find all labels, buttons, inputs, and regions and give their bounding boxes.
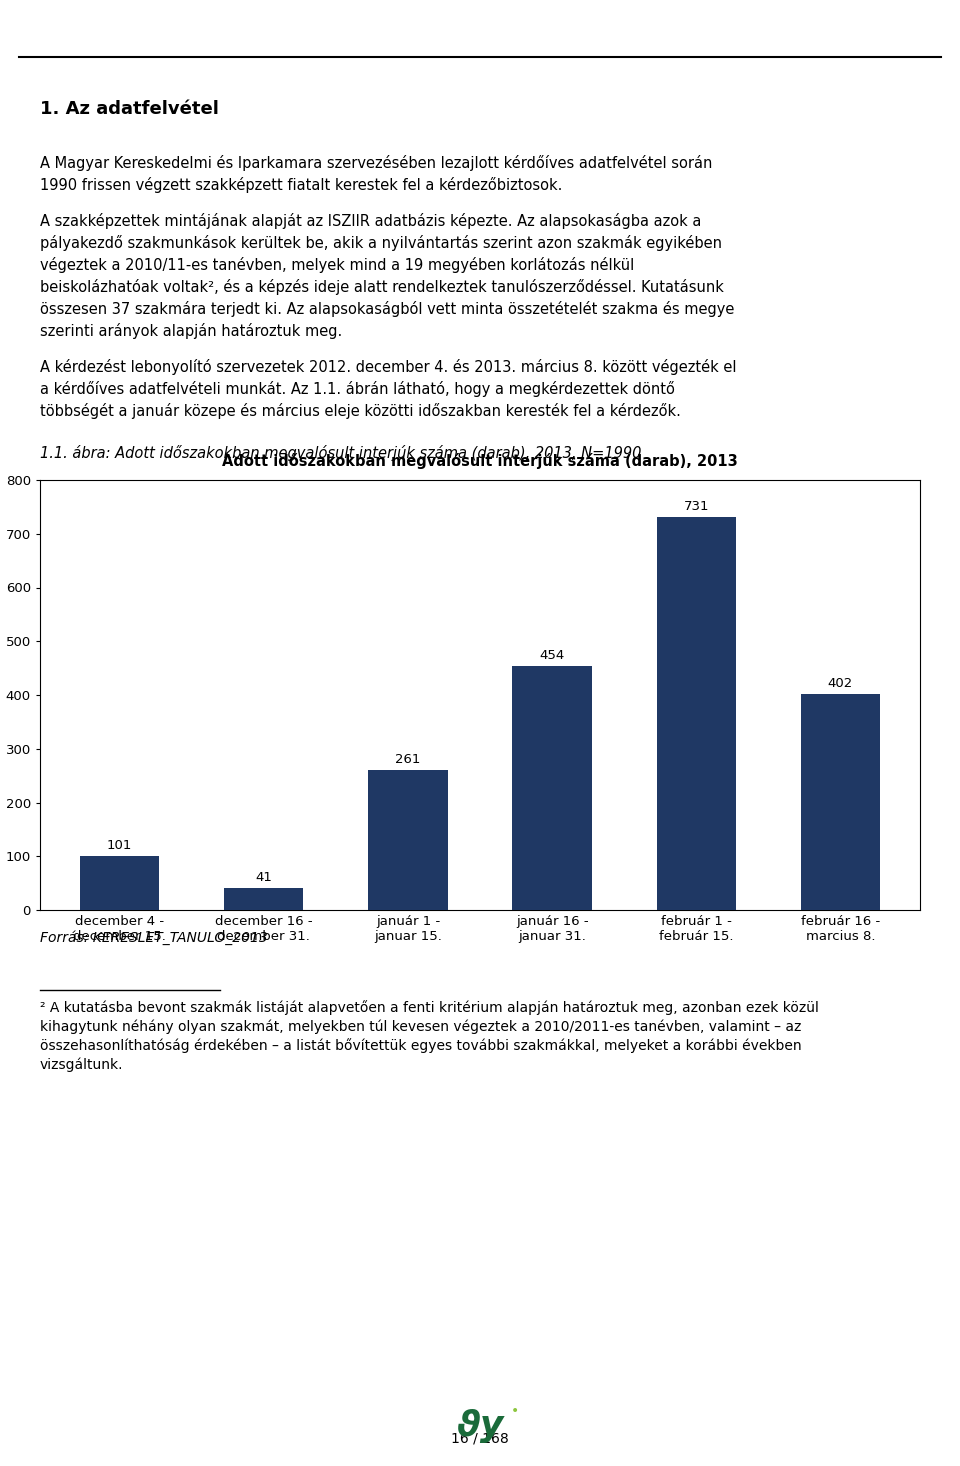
Text: A szakképzettek mintájának alapját az ISZIIR adatbázis képezte. Az alapsokaságba: A szakképzettek mintájának alapját az IS… <box>40 213 702 229</box>
Text: 101: 101 <box>107 839 132 852</box>
Text: vizsgáltunk.: vizsgáltunk. <box>40 1057 124 1072</box>
Text: szerinti arányok alapján határoztuk meg.: szerinti arányok alapján határoztuk meg. <box>40 323 343 339</box>
Text: pályakezdő szakmunkások kerültek be, akik a nyilvántartás szerint azon szakmák e: pályakezdő szakmunkások kerültek be, aki… <box>40 235 722 251</box>
Text: összesen 37 szakmára terjedt ki. Az alapsokaságból vett minta összetételét szakm: összesen 37 szakmára terjedt ki. Az alap… <box>40 301 734 317</box>
Text: összehasonlíthatóság érdekében – a listát bővítettük egyes további szakmákkal, m: összehasonlíthatóság érdekében – a listá… <box>40 1038 802 1053</box>
Text: A kérdezést lebonyolító szervezetek 2012. december 4. és 2013. március 8. között: A kérdezést lebonyolító szervezetek 2012… <box>40 359 736 375</box>
Text: 261: 261 <box>396 754 420 765</box>
Text: •: • <box>511 1404 518 1418</box>
Bar <box>80 856 159 910</box>
Text: Forrás: KERESLET_TANULO_2013: Forrás: KERESLET_TANULO_2013 <box>40 929 268 944</box>
Text: 41: 41 <box>255 871 273 884</box>
Text: beiskolázhatóak voltak², és a képzés ideje alatt rendelkeztek tanulószerződéssel: beiskolázhatóak voltak², és a képzés ide… <box>40 279 724 295</box>
Text: 1.1. ábra: Adott időszakokban megvalósult interjúk száma (darab), 2013, N=1990: 1.1. ábra: Adott időszakokban megvalósul… <box>40 446 641 460</box>
Bar <box>801 693 880 910</box>
Bar <box>224 888 303 910</box>
Title: Adott időszakokban megvalósult interjúk száma (darab), 2013: Adott időszakokban megvalósult interjúk … <box>222 453 738 469</box>
Text: 1. Az adatfelvétel: 1. Az adatfelvétel <box>40 100 219 117</box>
Text: 1990 frissen végzett szakképzett fiatalt kerestek fel a kérdezőbiztosok.: 1990 frissen végzett szakképzett fiatalt… <box>40 177 563 194</box>
Text: kihagytunk néhány olyan szakmát, melyekben túl kevesen végeztek a 2010/2011-es t: kihagytunk néhány olyan szakmát, melyekb… <box>40 1019 802 1034</box>
Bar <box>513 666 591 910</box>
Text: 402: 402 <box>828 677 853 690</box>
Text: 454: 454 <box>540 649 564 663</box>
Text: ϑу: ϑу <box>456 1409 504 1443</box>
Text: a kérdőíves adatfelvételi munkát. Az 1.1. ábrán látható, hogy a megkérdezettek d: a kérdőíves adatfelvételi munkát. Az 1.1… <box>40 381 675 397</box>
Text: többségét a január közepe és március eleje közötti időszakban keresték fel a kér: többségét a január közepe és március ele… <box>40 403 681 419</box>
Bar <box>369 770 447 910</box>
Text: végeztek a 2010/11-es tanévben, melyek mind a 19 megyében korlátozás nélkül: végeztek a 2010/11-es tanévben, melyek m… <box>40 257 635 273</box>
Text: A Magyar Kereskedelmi és Iparkamara szervezésében lezajlott kérdőíves adatfelvét: A Magyar Kereskedelmi és Iparkamara szer… <box>40 155 712 172</box>
Text: ² A kutatásba bevont szakmák listáját alapvetően a fenti kritérium alapján határ: ² A kutatásba bevont szakmák listáját al… <box>40 1000 819 1014</box>
Text: 16 / 168: 16 / 168 <box>451 1431 509 1445</box>
Bar <box>657 517 736 910</box>
Text: 731: 731 <box>684 500 709 513</box>
